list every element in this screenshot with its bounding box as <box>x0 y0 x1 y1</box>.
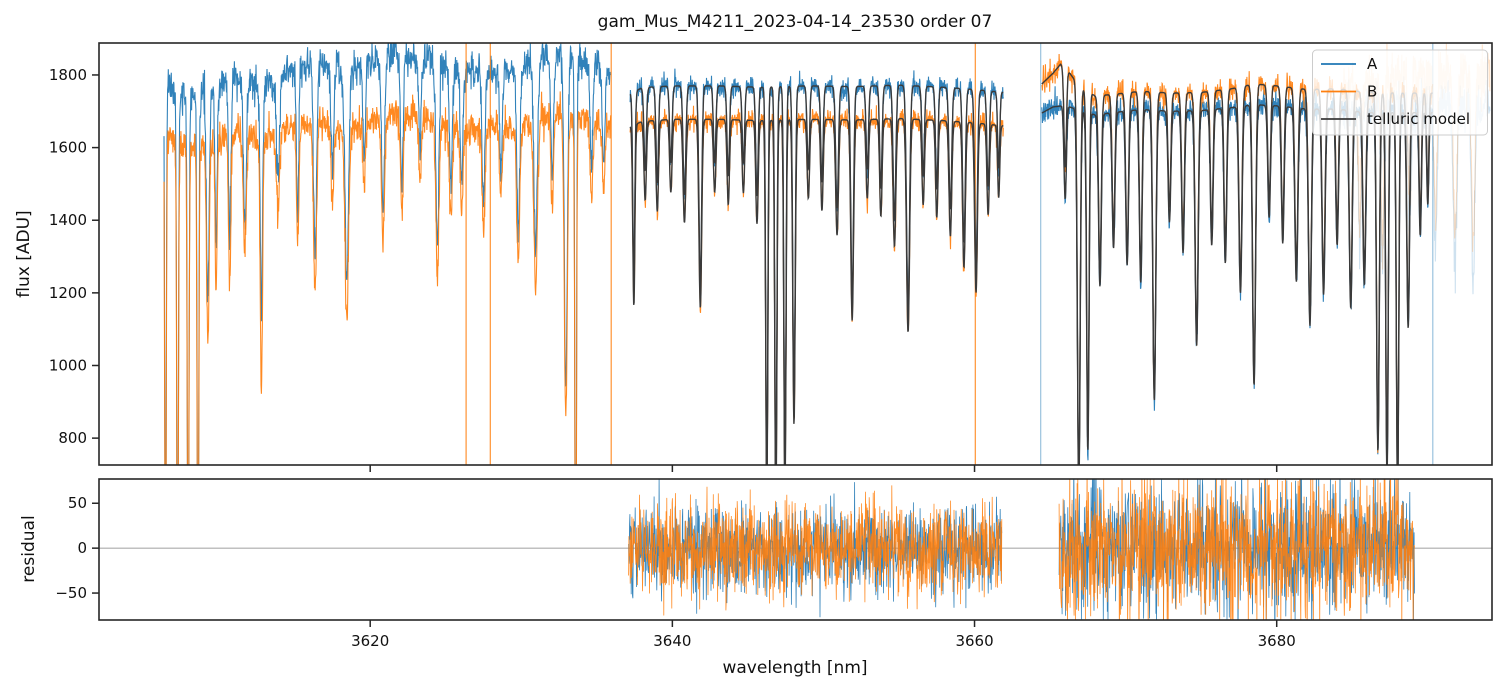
flux-y-axis-label: flux [ADU] <box>14 210 34 298</box>
legend-label-A: A <box>1367 55 1378 73</box>
x-tick-label: 3620 <box>351 632 389 650</box>
y-tick-label: 1200 <box>49 284 87 302</box>
x-axis-label: wavelength [nm] <box>722 658 868 678</box>
residual-A-segment-0 <box>628 479 1003 618</box>
series-B-segment-0 <box>163 91 612 465</box>
flux-panel-frame <box>98 42 1493 466</box>
figure-title: gam_Mus_M4211_2023-04-14_23530 order 07 <box>597 12 993 32</box>
x-tick-label: 3680 <box>1258 632 1296 650</box>
x-tick-label: 3640 <box>653 632 691 650</box>
y-tick-label: 1800 <box>49 66 87 84</box>
y-tick-label: 1000 <box>49 356 87 374</box>
y-tick-label: 1400 <box>49 211 87 229</box>
y-tick-label: −50 <box>55 584 87 602</box>
y-tick-label: 800 <box>58 429 87 447</box>
residual-B-segment-1 <box>1058 479 1415 620</box>
residual-y-axis-label: residual <box>19 515 39 583</box>
legend-label-telluric-model: telluric model <box>1367 110 1470 128</box>
legend-frame <box>1312 49 1488 136</box>
telluric-model-segment-0 <box>629 84 1004 465</box>
y-tick-label: 0 <box>77 539 87 557</box>
legend-label-B: B <box>1367 83 1377 101</box>
telluric-model-segment-1 <box>629 117 1004 465</box>
series-B-segment-1 <box>629 105 1004 465</box>
residual-panel-frame <box>98 478 1493 621</box>
telluric-model-segment-2 <box>1041 104 1433 465</box>
series-A-segment-1 <box>629 68 1004 465</box>
y-tick-label: 50 <box>68 494 87 512</box>
series-A-segment-0 <box>163 43 612 465</box>
y-tick-label: 1600 <box>49 139 87 157</box>
residual-B-segment-0 <box>628 485 1003 616</box>
residual-panel-data <box>99 479 1492 620</box>
x-tick-label: 3660 <box>955 632 993 650</box>
flux-panel-data <box>163 43 1491 465</box>
